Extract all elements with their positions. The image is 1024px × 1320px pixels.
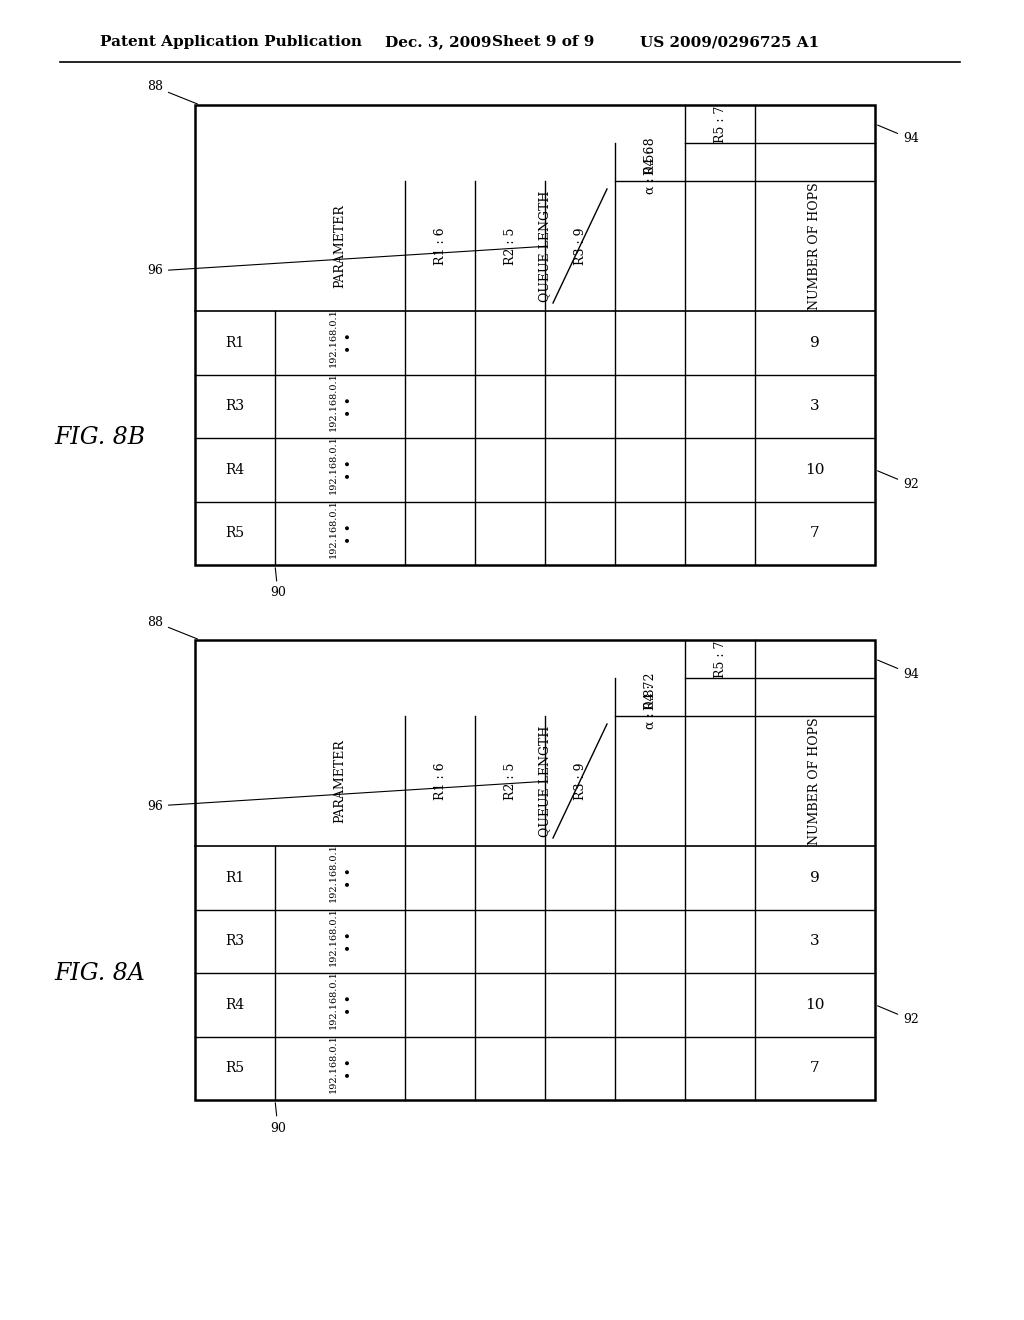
Text: 9: 9 <box>810 335 820 350</box>
Text: R3: R3 <box>225 935 245 948</box>
Text: R5 : 7: R5 : 7 <box>714 640 726 677</box>
Text: • •: • • <box>343 333 357 354</box>
Text: R1 : 6: R1 : 6 <box>433 762 446 800</box>
Text: 92: 92 <box>878 1006 919 1026</box>
Text: R3 : 9: R3 : 9 <box>573 227 587 265</box>
Text: 192.168.0.1: 192.168.0.1 <box>329 843 338 902</box>
Text: PARAMETER: PARAMETER <box>334 205 346 288</box>
Text: R3 : 9: R3 : 9 <box>573 762 587 800</box>
Text: 192.168.0.1: 192.168.0.1 <box>329 309 338 367</box>
Text: R5: R5 <box>225 527 245 540</box>
Text: 90: 90 <box>270 1102 286 1134</box>
Text: R2 : 5: R2 : 5 <box>504 227 516 265</box>
Text: • •: • • <box>343 459 357 480</box>
Text: 192.168.0.1: 192.168.0.1 <box>329 1034 338 1093</box>
Text: 10: 10 <box>805 463 824 477</box>
Text: 3: 3 <box>810 399 820 413</box>
Text: 90: 90 <box>270 568 286 599</box>
Bar <box>195 106 874 565</box>
Text: 9: 9 <box>810 871 820 884</box>
Text: NUMBER OF HOPS: NUMBER OF HOPS <box>809 182 821 310</box>
Text: 192.168.0.1: 192.168.0.1 <box>329 499 338 557</box>
Text: Sheet 9 of 9: Sheet 9 of 9 <box>492 36 594 49</box>
Text: R4 : 2: R4 : 2 <box>643 672 656 710</box>
Text: FIG. 8B: FIG. 8B <box>54 426 145 450</box>
Text: R2 : 5: R2 : 5 <box>504 763 516 800</box>
Text: • •: • • <box>343 1057 357 1078</box>
Text: 7: 7 <box>810 527 820 540</box>
Text: R3: R3 <box>225 399 245 413</box>
Text: 7: 7 <box>810 1061 820 1076</box>
Text: • •: • • <box>343 396 357 417</box>
Text: 192.168.0.1: 192.168.0.1 <box>329 970 338 1030</box>
Text: 88: 88 <box>147 81 198 104</box>
Text: QUEUE LENGTH: QUEUE LENGTH <box>539 190 552 302</box>
Text: R4: R4 <box>225 998 245 1011</box>
Text: US 2009/0296725 A1: US 2009/0296725 A1 <box>640 36 819 49</box>
Text: QUEUE LENGTH: QUEUE LENGTH <box>539 725 552 837</box>
Text: R4 : 8: R4 : 8 <box>643 137 656 174</box>
Text: Dec. 3, 2009: Dec. 3, 2009 <box>385 36 492 49</box>
Text: 96: 96 <box>147 246 547 277</box>
Text: 10: 10 <box>805 998 824 1011</box>
Text: • •: • • <box>343 867 357 888</box>
Text: R5 : 7: R5 : 7 <box>714 106 726 143</box>
Text: R4: R4 <box>225 463 245 477</box>
Text: α : 0.87: α : 0.87 <box>643 681 656 729</box>
Text: • •: • • <box>343 931 357 952</box>
Text: R1 : 6: R1 : 6 <box>433 227 446 265</box>
Text: 94: 94 <box>878 660 919 681</box>
Text: 3: 3 <box>810 935 820 948</box>
Text: 192.168.0.1: 192.168.0.1 <box>329 907 338 966</box>
Text: • •: • • <box>343 523 357 544</box>
Text: NUMBER OF HOPS: NUMBER OF HOPS <box>809 717 821 845</box>
Text: FIG. 8A: FIG. 8A <box>54 961 145 985</box>
Text: 92: 92 <box>878 471 919 491</box>
Text: 192.168.0.1: 192.168.0.1 <box>329 372 338 430</box>
Text: 96: 96 <box>147 781 547 813</box>
Text: 94: 94 <box>878 125 919 145</box>
Text: PARAMETER: PARAMETER <box>334 739 346 822</box>
Text: R5: R5 <box>225 1061 245 1076</box>
Text: Patent Application Publication: Patent Application Publication <box>100 36 362 49</box>
Bar <box>195 640 874 1100</box>
Text: 192.168.0.1: 192.168.0.1 <box>329 436 338 494</box>
Text: R1: R1 <box>225 871 245 884</box>
Text: α : 0.56: α : 0.56 <box>643 145 656 194</box>
Text: R1: R1 <box>225 335 245 350</box>
Text: 88: 88 <box>147 615 198 639</box>
Text: • •: • • <box>343 994 357 1015</box>
